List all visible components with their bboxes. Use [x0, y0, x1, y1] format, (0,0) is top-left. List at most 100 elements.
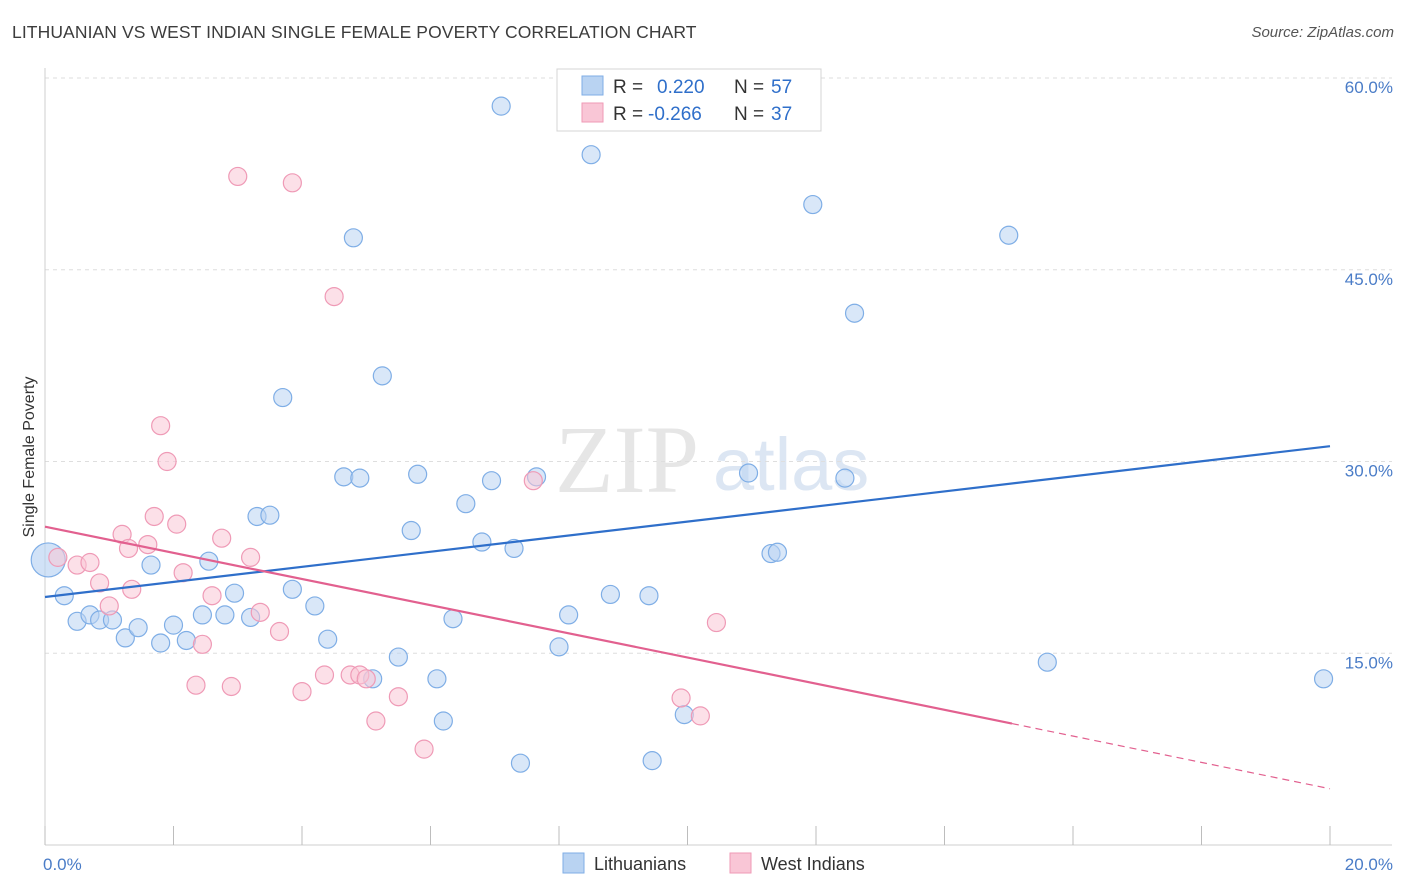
- y-axis-label: Single Female Poverty: [21, 377, 38, 538]
- lithuanians-point-49: [767, 542, 788, 562]
- lithuanians-point-28: [401, 520, 421, 541]
- west-indians-point-21: [250, 602, 270, 622]
- lithuanians-point-19: [273, 387, 293, 408]
- trend-line-west-indians-extension: [1011, 722, 1331, 790]
- west-indians-point-12: [167, 514, 187, 534]
- west-indians-point-0: [48, 547, 68, 567]
- lithuanians-point-35: [481, 471, 502, 491]
- lithuanians-point-15: [224, 583, 245, 603]
- lithuanians-point-18: [260, 505, 280, 525]
- lithuanians-point-41: [559, 605, 579, 625]
- y-tick-label-15: 15.0%: [1345, 653, 1393, 672]
- watermark-zip: ZIP: [555, 406, 699, 513]
- lithuanians-point-42: [581, 145, 601, 165]
- lithuanians-point-7: [128, 618, 148, 638]
- lithuanians-point-29: [408, 464, 428, 484]
- west-indians-point-2: [80, 552, 100, 573]
- west-indians-point-18: [221, 676, 241, 697]
- legend-n-value-2: 37: [771, 104, 792, 125]
- lithuanians-point-30: [427, 669, 447, 689]
- west-indians-point-9: [144, 506, 164, 527]
- x-tick-labels: 0.0% 20.0%: [43, 855, 1393, 874]
- west-indians-point-33: [523, 471, 543, 491]
- lithuanians-point-20: [282, 579, 302, 599]
- west-indians-point-25: [314, 665, 335, 685]
- lithuanians-point-21: [305, 596, 325, 616]
- lithuanians-point-40: [549, 637, 569, 657]
- y-tick-labels: 15.0% 30.0% 45.0% 60.0%: [1345, 78, 1393, 672]
- legend-r-value-2: -0.266: [648, 104, 702, 125]
- lithuanians-point-51: [835, 468, 855, 488]
- source-label: Source: ZipAtlas.com: [1251, 24, 1394, 41]
- lithuanians-point-44: [639, 586, 659, 606]
- west-indians-point-7: [122, 579, 142, 599]
- bottom-legend-label-lithuanians: Lithuanians: [594, 854, 686, 874]
- west-indians-point-26: [324, 286, 344, 307]
- lithuanians-point-45: [642, 751, 662, 771]
- west-indians-point-11: [157, 451, 177, 472]
- series-legend: Lithuanians West Indians: [562, 852, 865, 874]
- gridlines: [45, 77, 1392, 654]
- lithuanians-point-11: [176, 630, 196, 651]
- y-tick-label-60: 60.0%: [1345, 78, 1393, 97]
- lithuanians-point-55: [1313, 669, 1334, 689]
- west-indians-point-35: [690, 706, 710, 726]
- lithuanians-point-33: [456, 494, 476, 514]
- west-indians-point-29: [356, 669, 376, 689]
- legend-n-label-2: N =: [734, 104, 764, 125]
- legend-swatch-lithuanians: [581, 75, 604, 96]
- axes: [44, 68, 1392, 846]
- x-tick-label-max: 20.0%: [1345, 855, 1393, 874]
- x-tick-label-min: 0.0%: [43, 855, 82, 874]
- west-indians-point-32: [414, 739, 434, 759]
- bottom-legend-swatch-lithuanians: [562, 852, 585, 874]
- west-indians-point-31: [388, 687, 408, 707]
- lithuanians-point-34: [472, 532, 492, 552]
- west-indians-point-4: [99, 596, 119, 616]
- west-indians-point-15: [192, 634, 213, 654]
- west-indians-point-16: [202, 586, 222, 606]
- trend-line-lithuanians: [44, 445, 1331, 599]
- legend-n-label-1: N =: [734, 77, 764, 98]
- bottom-legend-label-west-indians: West Indians: [761, 854, 865, 874]
- west-indians-point-34: [671, 688, 691, 708]
- lithuanians-point-14: [215, 605, 235, 625]
- legend-r-value-1: 0.220: [657, 77, 705, 98]
- legend-swatch-west-indians: [581, 102, 604, 123]
- lithuanians-point-6: [115, 628, 135, 648]
- west-indians-point-10: [151, 416, 171, 436]
- lithuanians-point-31: [433, 711, 453, 731]
- lithuanians-point-9: [151, 633, 171, 653]
- legend-r-label-2: R =: [613, 104, 643, 125]
- legend-r-label-1: R =: [613, 77, 643, 98]
- lithuanians-point-38: [510, 753, 531, 773]
- lithuanians-point-12: [192, 605, 213, 625]
- west-indians-point-22: [269, 621, 290, 642]
- y-tick-label-30: 30.0%: [1345, 462, 1393, 481]
- west-indians-point-30: [366, 711, 386, 731]
- lithuanians-point-56: [350, 468, 370, 488]
- west-indians-point-24: [292, 681, 312, 702]
- west-indians-point-19: [228, 166, 248, 187]
- lithuanians-point-24: [343, 228, 363, 248]
- west-indians-point-3: [90, 573, 110, 593]
- west-indians-point-17: [212, 528, 232, 548]
- lithuanians-point-10: [163, 615, 184, 635]
- legend-n-value-1: 57: [771, 77, 792, 98]
- y-tick-label-45: 45.0%: [1345, 270, 1393, 289]
- lithuanians-point-22: [318, 629, 338, 649]
- bottom-legend-swatch-west-indians: [729, 852, 752, 874]
- lithuanians-point-54: [1037, 652, 1057, 672]
- lithuanians-point-50: [803, 194, 823, 215]
- lithuanians-point-47: [738, 463, 759, 483]
- series-west-indians-points: [48, 166, 727, 759]
- watermark-atlas: atlas: [713, 423, 869, 506]
- west-indians-point-23: [282, 173, 302, 193]
- lithuanians-point-27: [388, 647, 408, 667]
- west-indians-point-36: [706, 612, 727, 633]
- lithuanians-point-37: [504, 538, 524, 559]
- lithuanians-point-53: [999, 225, 1019, 245]
- lithuanians-point-26: [372, 366, 392, 386]
- west-indians-point-20: [241, 547, 261, 567]
- lithuanians-point-23: [334, 467, 354, 487]
